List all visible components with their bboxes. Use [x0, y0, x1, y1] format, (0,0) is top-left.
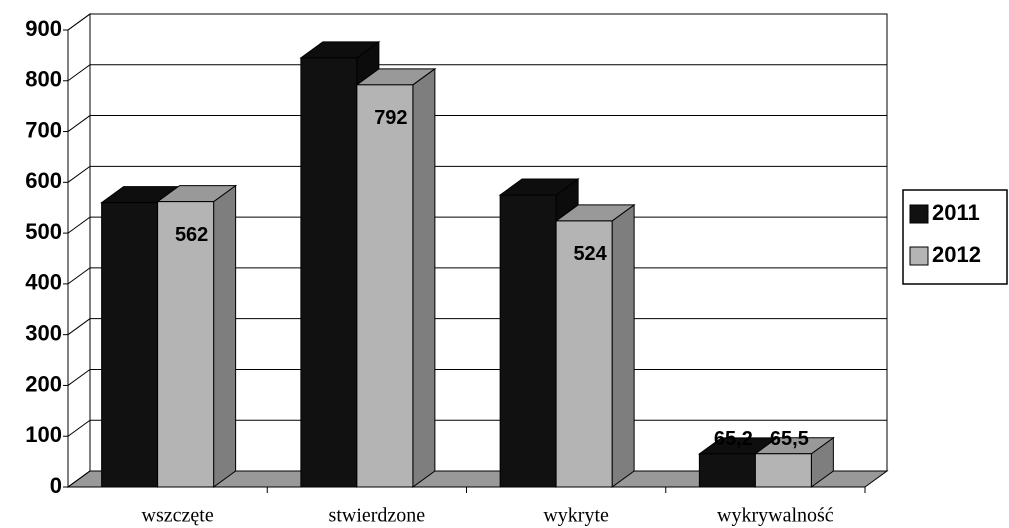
value-label: 65,2 — [714, 428, 753, 450]
y-tick-label: 700 — [25, 117, 62, 142]
x-tick-label: wszczęte — [142, 505, 214, 527]
y-tick-label: 900 — [25, 16, 62, 41]
y-tick-label: 0 — [50, 473, 62, 498]
grid-line — [67, 64, 887, 82]
bar-side — [412, 67, 436, 488]
side-wall — [67, 13, 91, 488]
y-tick-label: 500 — [25, 219, 62, 244]
y-tick-label: 600 — [25, 168, 62, 193]
value-label: 562 — [175, 224, 208, 246]
y-tick-label: 800 — [25, 67, 62, 92]
value-label: 65,5 — [770, 428, 809, 450]
bar — [555, 220, 613, 488]
value-label: 524 — [573, 243, 607, 265]
y-tick-label: 400 — [25, 270, 62, 295]
legend-label: 2011 — [932, 200, 980, 225]
legend-swatch — [909, 246, 929, 266]
legend-label: 2012 — [932, 242, 981, 267]
grid-line — [67, 165, 887, 183]
bar-side — [611, 203, 635, 488]
value-label: 792 — [374, 107, 407, 129]
bar — [157, 201, 215, 488]
bar — [101, 202, 159, 488]
bar — [499, 194, 557, 488]
legend-swatch — [909, 204, 929, 224]
bar — [300, 57, 358, 488]
x-tick-label: stwierdzone — [329, 505, 426, 527]
y-tick-label: 200 — [25, 371, 62, 396]
y-tick-label: 300 — [25, 320, 62, 345]
y-tick-label: 100 — [25, 422, 62, 447]
grid-line — [67, 13, 887, 31]
bar-side — [213, 184, 237, 488]
bar — [356, 84, 414, 488]
x-tick-label: wykryte — [543, 505, 609, 527]
bar — [698, 453, 756, 488]
x-tick-label: wykrywalność — [717, 505, 834, 527]
grid-line — [67, 115, 887, 132]
bar — [754, 453, 812, 488]
